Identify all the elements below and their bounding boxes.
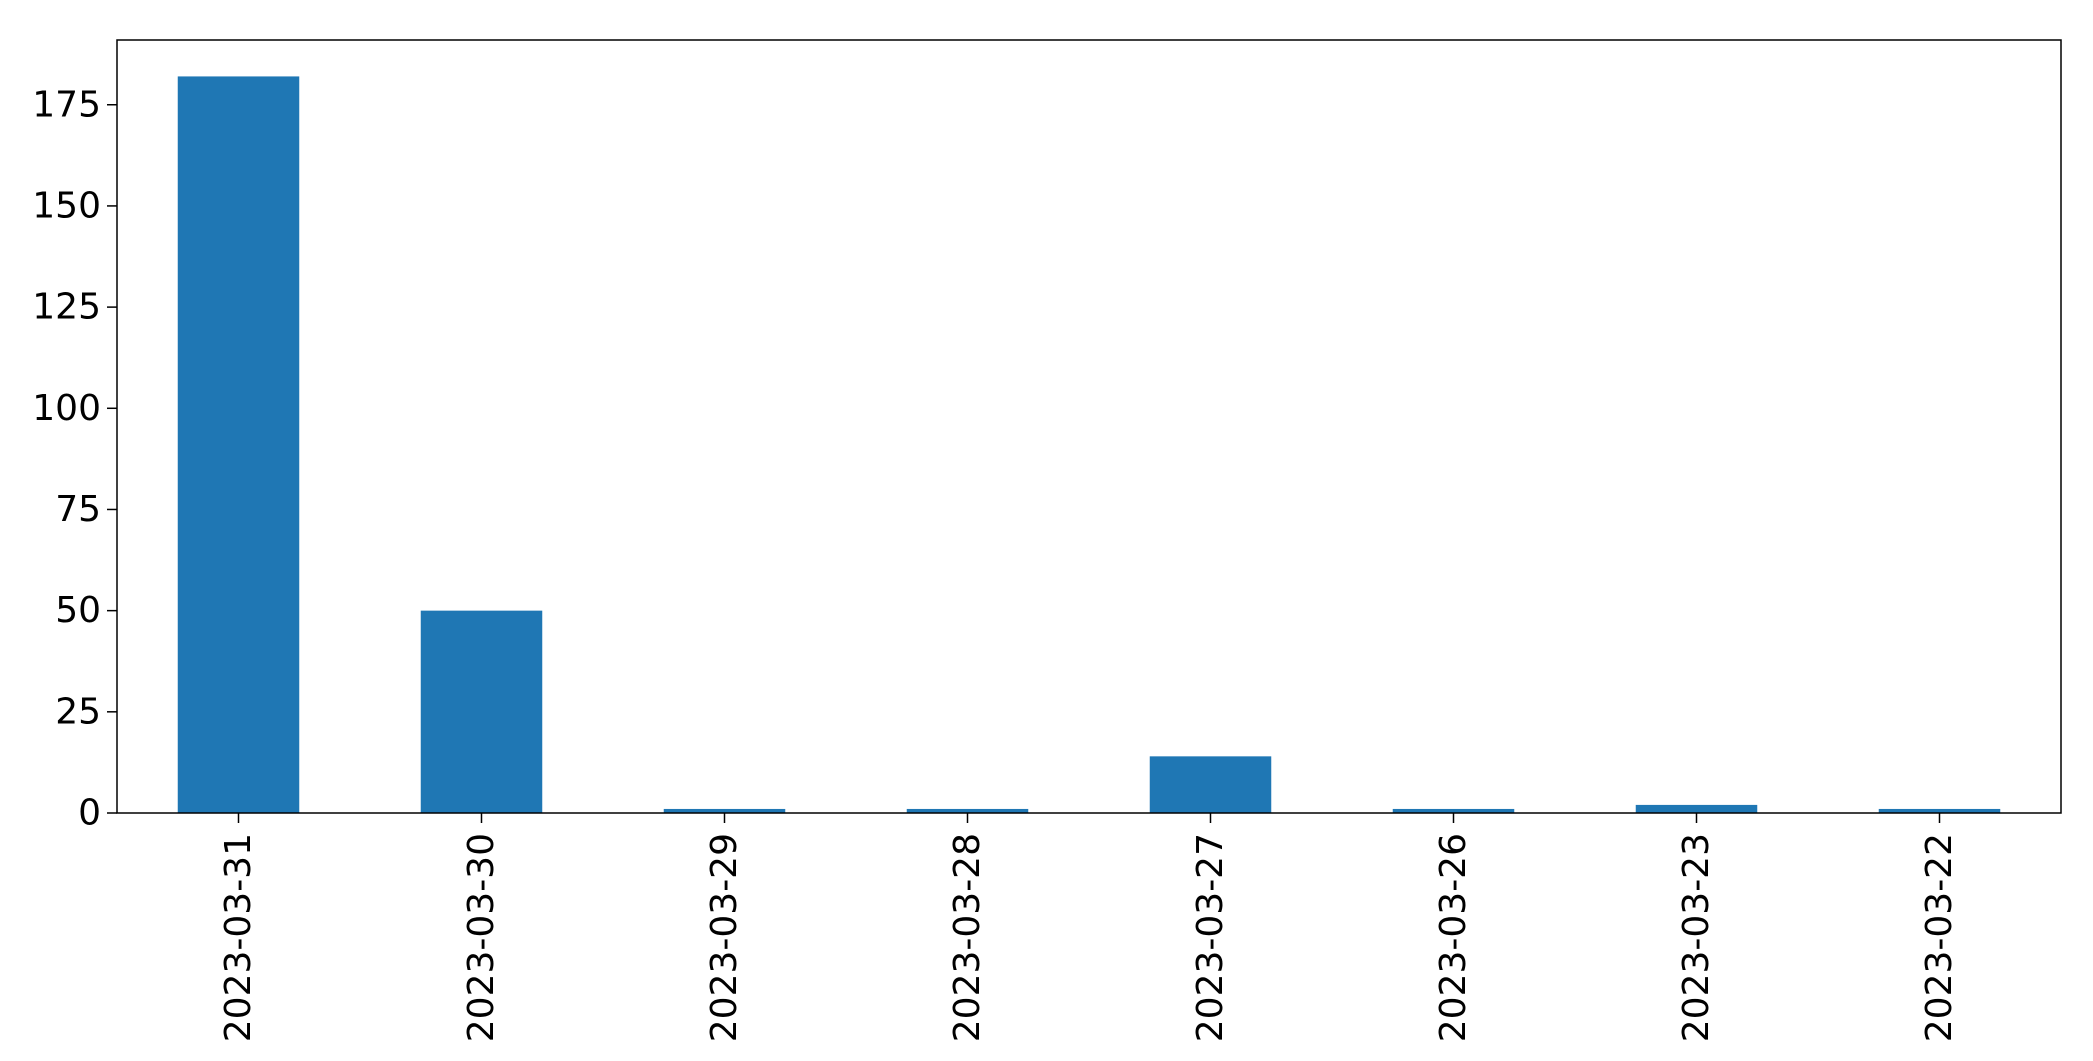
y-tick-label: 150 (32, 185, 101, 226)
x-tick-label: 2023-03-31 (218, 833, 259, 1042)
x-tick-label: 2023-03-28 (947, 833, 988, 1042)
bar (1635, 804, 1758, 813)
bar (1149, 756, 1272, 813)
y-tick-label: 50 (55, 590, 101, 631)
y-tick-label: 75 (55, 489, 101, 530)
bar (1878, 808, 2001, 813)
bar (663, 808, 786, 813)
bar (177, 76, 300, 814)
bar (420, 610, 543, 813)
y-tick-label: 125 (32, 287, 101, 328)
y-tick-label: 100 (32, 388, 101, 429)
bar (906, 808, 1029, 813)
y-axis-ticks: 0 25 50 75 100 125 150 175 (32, 84, 117, 834)
plot-area-background (117, 40, 2061, 813)
bar (1392, 808, 1515, 813)
y-tick-label: 0 (78, 793, 101, 834)
x-axis-ticks: 2023-03-31 2023-03-30 2023-03-29 2023-03-28… (218, 813, 1960, 1042)
x-tick-label: 2023-03-22 (1919, 833, 1960, 1042)
x-tick-label: 2023-03-23 (1676, 833, 1717, 1042)
plot-frame (116, 39, 2062, 814)
bars-group (177, 76, 2001, 814)
x-tick-label: 2023-03-27 (1190, 833, 1231, 1042)
x-tick-label: 2023-03-29 (704, 833, 745, 1042)
y-tick-label: 175 (32, 84, 101, 125)
y-tick-label: 25 (55, 691, 101, 732)
x-tick-label: 2023-03-30 (461, 833, 502, 1042)
x-tick-label: 2023-03-26 (1433, 833, 1474, 1042)
